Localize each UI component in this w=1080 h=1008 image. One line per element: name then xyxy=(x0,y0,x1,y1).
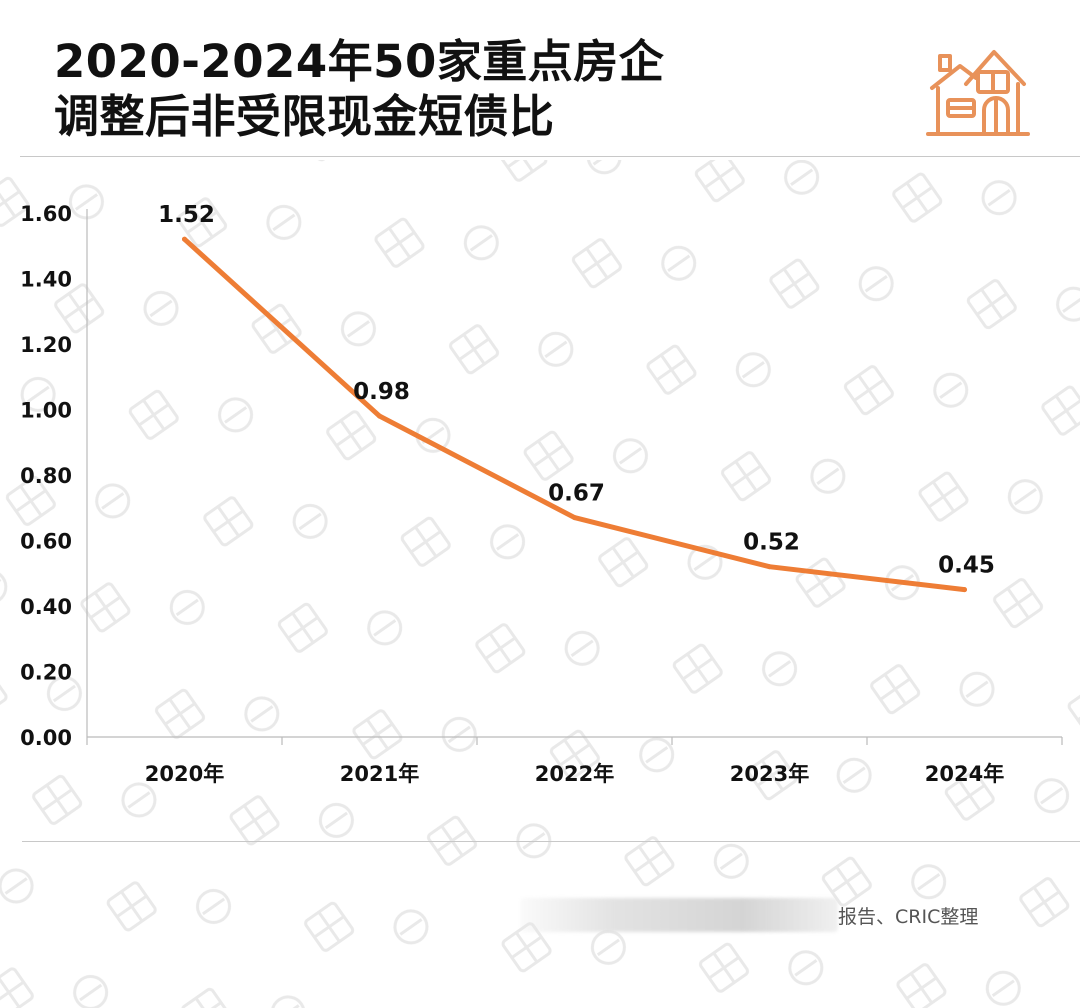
x-axis: 2020年 2021年 2022年 2023年 2024年 xyxy=(86,736,1063,786)
data-point xyxy=(767,564,772,570)
y-axis: 0.00 0.20 0.40 0.60 0.80 1.00 1.20 1.40 1.60 xyxy=(20,202,88,750)
blurred-source-region xyxy=(520,898,838,932)
header-divider xyxy=(20,156,1080,157)
y-tick-label: 1.40 xyxy=(20,268,72,292)
footer-divider xyxy=(22,841,1080,842)
data-point xyxy=(962,587,967,593)
data-point xyxy=(572,515,577,521)
x-tick-label: 2020年 xyxy=(145,762,224,786)
x-tick-label: 2022年 xyxy=(535,762,614,786)
title-line-1: 2020-2024年50家重点房企 xyxy=(54,35,665,88)
line-chart: 0.00 0.20 0.40 0.60 0.80 1.00 1.20 1.40 1.60 202… xyxy=(20,202,1063,786)
series-line xyxy=(182,236,967,593)
y-tick-label: 0.00 xyxy=(20,726,72,750)
y-tick-label: 1.60 xyxy=(20,202,72,226)
data-point xyxy=(182,236,187,242)
data-label: 0.45 xyxy=(938,553,995,579)
data-label: 0.52 xyxy=(743,530,800,556)
data-point xyxy=(377,413,382,419)
data-label: 0.67 xyxy=(548,481,605,507)
data-label: 1.52 xyxy=(158,202,215,228)
x-tick-label: 2021年 xyxy=(340,762,419,786)
data-label-group: 1.52 0.98 0.67 0.52 0.45 xyxy=(158,202,995,578)
y-tick-label: 0.60 xyxy=(20,530,72,554)
data-label: 0.98 xyxy=(353,379,410,405)
title-line-2: 调整后非受限现金短债比 xyxy=(54,90,555,143)
chart-title: 2020-2024年50家重点房企 调整后非受限现金短债比 xyxy=(54,34,894,144)
y-tick-label: 0.80 xyxy=(20,464,72,488)
y-tick-label: 1.00 xyxy=(20,399,72,423)
y-tick-label: 0.40 xyxy=(20,595,72,619)
y-tick-label: 1.20 xyxy=(20,333,72,357)
series-line-group xyxy=(182,236,967,593)
x-tick-label: 2024年 xyxy=(925,762,1004,786)
source-note: 报告、CRIC整理 xyxy=(838,906,979,928)
x-tick-label: 2023年 xyxy=(730,762,809,786)
y-tick-label: 0.20 xyxy=(20,661,72,685)
house-icon xyxy=(926,50,1030,136)
